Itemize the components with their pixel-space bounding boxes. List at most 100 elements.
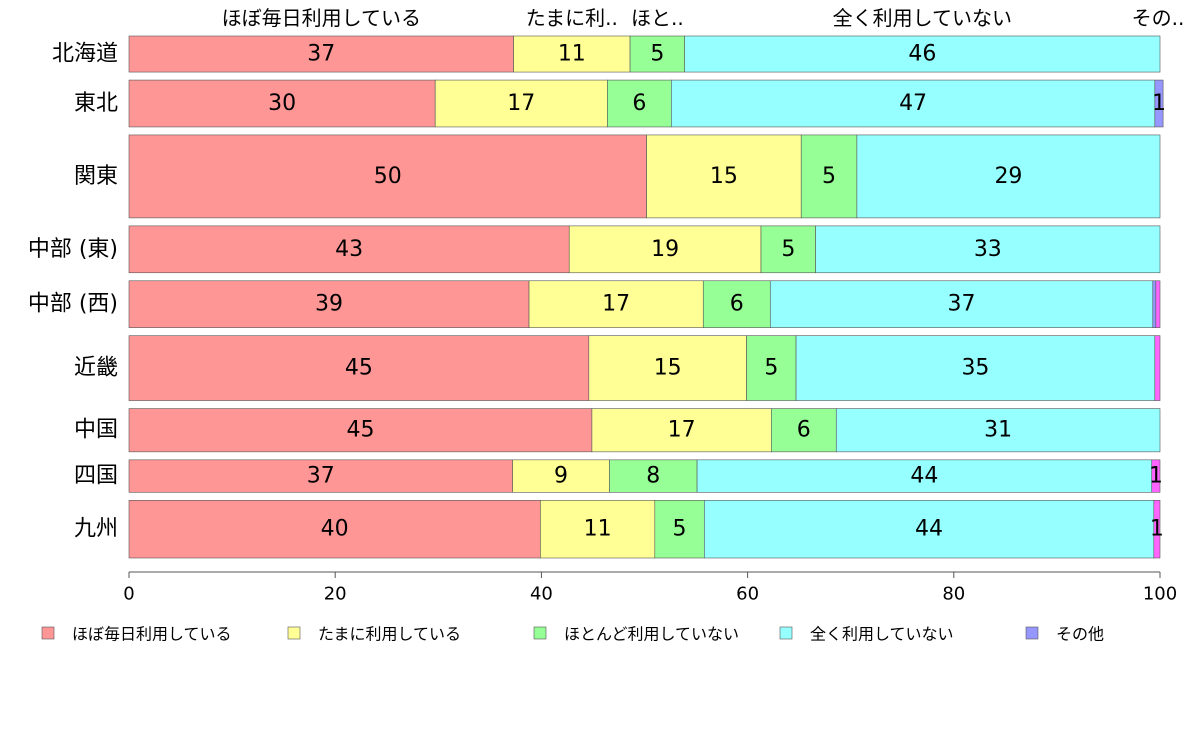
bar-segment: [800, 134, 858, 219]
data-label: 50: [374, 164, 402, 189]
bar-segment: [629, 35, 686, 73]
bar-segment: [684, 35, 1161, 73]
legend-swatch: [779, 626, 793, 640]
data-label: 17: [668, 418, 696, 443]
bar-row: 中部 (西) 39 17 6 37: [28, 280, 1161, 328]
data-label: 45: [346, 418, 374, 443]
x-tick-label: 0: [123, 584, 134, 605]
data-label: 39: [315, 292, 343, 317]
data-label: 35: [961, 356, 989, 381]
data-label: 8: [646, 464, 660, 489]
bar-segment: [1155, 280, 1161, 328]
bar-segment: [128, 225, 570, 274]
top-category-label: 全く利用していない: [833, 6, 1012, 30]
x-tick-label: 80: [942, 584, 965, 605]
bar-segment: [696, 459, 1153, 493]
row-label: 四国: [74, 464, 118, 489]
x-tick-label: 60: [736, 584, 759, 605]
data-label: 1: [1149, 464, 1163, 489]
data-label: 17: [507, 91, 535, 116]
top-category-labels: ほぼ毎日利用している たまに利.. ほと.. 全く利用していない その..: [222, 6, 1185, 30]
bar-row: 四国 37 9 8 44 1: [74, 459, 1163, 493]
bar-segment: [588, 335, 747, 401]
data-label: 15: [654, 356, 682, 381]
data-label: 9: [554, 464, 568, 489]
top-category-label: ほと..: [631, 6, 684, 30]
bar-segment: [760, 225, 816, 274]
bar-segment: [654, 499, 705, 559]
bar-segment: [128, 408, 593, 453]
bar-row: 東北 30 17 6 47 1: [74, 79, 1166, 128]
bar-segment: [1154, 79, 1164, 128]
data-label: 40: [321, 517, 349, 542]
data-label: 15: [710, 164, 738, 189]
bar-segment: [771, 408, 837, 453]
data-label: 5: [764, 356, 778, 381]
bar-segment: [671, 79, 1156, 128]
legend-item: 全く利用していない: [779, 625, 954, 644]
row-label: 関東: [74, 164, 118, 189]
legend-label: 全く利用していない: [810, 625, 954, 644]
data-label: 33: [974, 237, 1002, 262]
legend-label: たまに利用している: [318, 625, 461, 644]
bar-segment: [1154, 335, 1161, 401]
bar-segment: [1151, 459, 1161, 493]
data-label: 6: [730, 292, 744, 317]
bar-segment: [540, 499, 656, 559]
data-label: 6: [797, 418, 811, 443]
bar-segment: [1152, 280, 1157, 328]
data-label: 37: [948, 292, 976, 317]
legend-swatch: [41, 626, 55, 640]
bar-segment: [795, 335, 1156, 401]
data-label: 1: [1152, 91, 1166, 116]
legend-label: ほぼ毎日利用している: [72, 625, 232, 644]
bar-segment: [646, 134, 802, 219]
row-label: 東北: [74, 91, 118, 116]
bar-segment: [128, 459, 513, 493]
x-axis: 0 20 40 60 80 100: [123, 571, 1177, 605]
legend-item: ほとんど利用していない: [533, 625, 739, 644]
top-category-label: その..: [1132, 6, 1185, 30]
bar-segment: [835, 408, 1161, 453]
bar-segment: [434, 79, 608, 128]
top-category-label: ほぼ毎日利用している: [222, 6, 421, 30]
row-label: 中部 (西): [28, 292, 118, 317]
bar-segment: [128, 35, 514, 73]
legend-item: その他: [1025, 625, 1104, 644]
bar-segment: [856, 134, 1161, 219]
data-label: 5: [673, 517, 687, 542]
bar-segment: [128, 134, 647, 219]
data-label: 5: [650, 42, 664, 67]
bar-row: 近畿 45 15 5 35: [74, 335, 1161, 401]
bar-row: 九州 40 11 5 44 1: [74, 499, 1164, 559]
top-category-label: たまに利..: [526, 6, 618, 30]
bar-row: 関東 50 15 5 29: [74, 134, 1161, 219]
data-label: 47: [899, 91, 927, 116]
bar-segment: [128, 335, 590, 401]
bar-segment: [568, 225, 762, 274]
bar-segment: [702, 280, 771, 328]
row-label: 中国: [74, 418, 118, 443]
legend-item: たまに利用している: [287, 625, 461, 644]
legend-swatch: [1025, 626, 1039, 640]
bar-segment: [128, 499, 541, 559]
data-label: 11: [584, 517, 612, 542]
data-label: 17: [602, 292, 630, 317]
data-label: 1: [1150, 517, 1164, 542]
bar-segment: [591, 408, 772, 453]
x-tick-label: 100: [1143, 584, 1177, 605]
legend-label: その他: [1056, 625, 1104, 644]
bar-segment: [1153, 499, 1161, 559]
data-label: 37: [307, 464, 335, 489]
row-label: 九州: [74, 517, 118, 542]
data-label: 29: [994, 164, 1022, 189]
data-label: 44: [910, 464, 938, 489]
x-tick-label: 20: [324, 584, 347, 605]
data-label: 6: [632, 91, 646, 116]
row-label: 北海道: [52, 42, 118, 67]
data-label: 19: [651, 237, 679, 262]
bar-row: 北海道 37 11 5 46: [52, 35, 1161, 73]
bar-segment: [607, 79, 672, 128]
